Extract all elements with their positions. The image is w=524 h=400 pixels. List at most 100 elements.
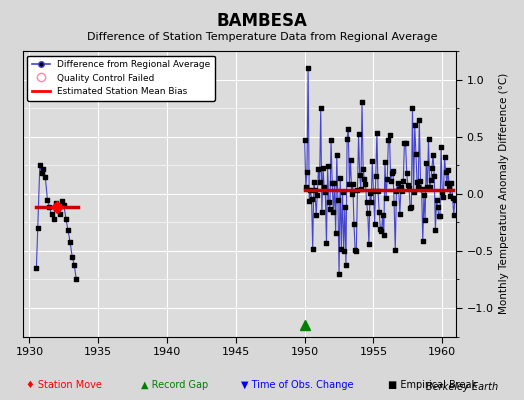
Point (408, 105, 417, 111)
Point (60, 202, 68, 208)
Point (450, 212, 458, 218)
Point (314, 166, 323, 173)
Point (373, 130, 381, 136)
Point (34, 225, 42, 231)
Point (343, 136, 351, 142)
Point (416, 177, 424, 184)
Point (425, 184, 434, 190)
Point (340, 248, 348, 254)
Point (326, 206, 334, 212)
Point (451, 197, 459, 203)
Text: ■ Empirical Break: ■ Empirical Break (388, 380, 477, 390)
Point (320, 184, 329, 190)
Point (306, 187, 314, 193)
Point (364, 210, 372, 216)
Point (405, 185, 413, 191)
Point (361, 180, 369, 187)
Point (341, 204, 349, 211)
Point (339, 189, 347, 195)
Point (403, 182, 412, 188)
Point (399, 178, 408, 184)
Point (38, 170, 46, 176)
Point (323, 163, 332, 169)
Point (414, 184, 422, 190)
Point (32, 265, 40, 271)
Point (379, 232, 388, 238)
Point (392, 188, 400, 194)
Point (332, 230, 340, 236)
Point (358, 99, 366, 106)
Point (359, 166, 367, 172)
Point (311, 187, 319, 194)
Point (345, 180, 354, 187)
Point (431, 226, 440, 233)
Point (432, 197, 441, 204)
Point (58, 198, 66, 204)
Point (334, 197, 342, 204)
Point (53, 204, 62, 211)
Point (344, 126, 353, 132)
Point (400, 140, 409, 146)
Point (353, 186, 362, 193)
Point (39, 166, 48, 172)
Point (418, 186, 426, 192)
Point (64, 227, 72, 234)
Point (62, 216, 70, 222)
Point (383, 176, 391, 183)
Point (438, 189, 446, 195)
Point (396, 211, 404, 217)
Point (395, 186, 403, 192)
Point (433, 204, 442, 210)
Point (437, 144, 445, 150)
Point (439, 194, 447, 200)
Point (440, 154, 449, 160)
Y-axis label: Monthly Temperature Anomaly Difference (°C): Monthly Temperature Anomaly Difference (… (499, 73, 509, 314)
Point (45, 204, 53, 211)
Point (366, 190, 374, 196)
Point (421, 216, 429, 223)
Point (329, 209, 337, 215)
Point (442, 169, 450, 175)
Point (369, 188, 378, 195)
Point (335, 270, 343, 277)
Point (419, 238, 427, 244)
Point (398, 187, 406, 194)
Point (47, 211, 56, 218)
Point (316, 105, 325, 111)
Point (337, 246, 345, 252)
Point (367, 198, 375, 205)
Point (309, 246, 317, 252)
Point (352, 248, 361, 254)
Point (389, 168, 397, 175)
Point (327, 136, 335, 143)
Point (428, 164, 436, 171)
Point (401, 140, 410, 146)
Text: Berkeley Earth: Berkeley Earth (425, 382, 498, 392)
Point (68, 254, 77, 260)
Point (391, 246, 399, 253)
Point (304, 65, 312, 71)
Point (347, 191, 356, 198)
Point (384, 136, 392, 143)
Point (411, 122, 419, 128)
Point (303, 169, 311, 176)
Point (318, 209, 326, 215)
Point (436, 212, 444, 219)
Point (422, 160, 430, 167)
Point (449, 195, 457, 202)
Point (308, 196, 316, 202)
Point (378, 212, 387, 218)
Point (375, 209, 384, 216)
Point (36, 162, 44, 168)
Text: Difference of Station Temperature Data from Regional Average: Difference of Station Temperature Data f… (87, 32, 437, 42)
Point (319, 164, 327, 171)
Point (443, 180, 451, 186)
Point (387, 178, 395, 184)
Point (305, 198, 313, 204)
Point (420, 192, 428, 198)
Point (427, 177, 435, 184)
Point (324, 198, 333, 205)
Point (328, 180, 336, 186)
Point (315, 179, 324, 186)
Point (333, 152, 341, 158)
